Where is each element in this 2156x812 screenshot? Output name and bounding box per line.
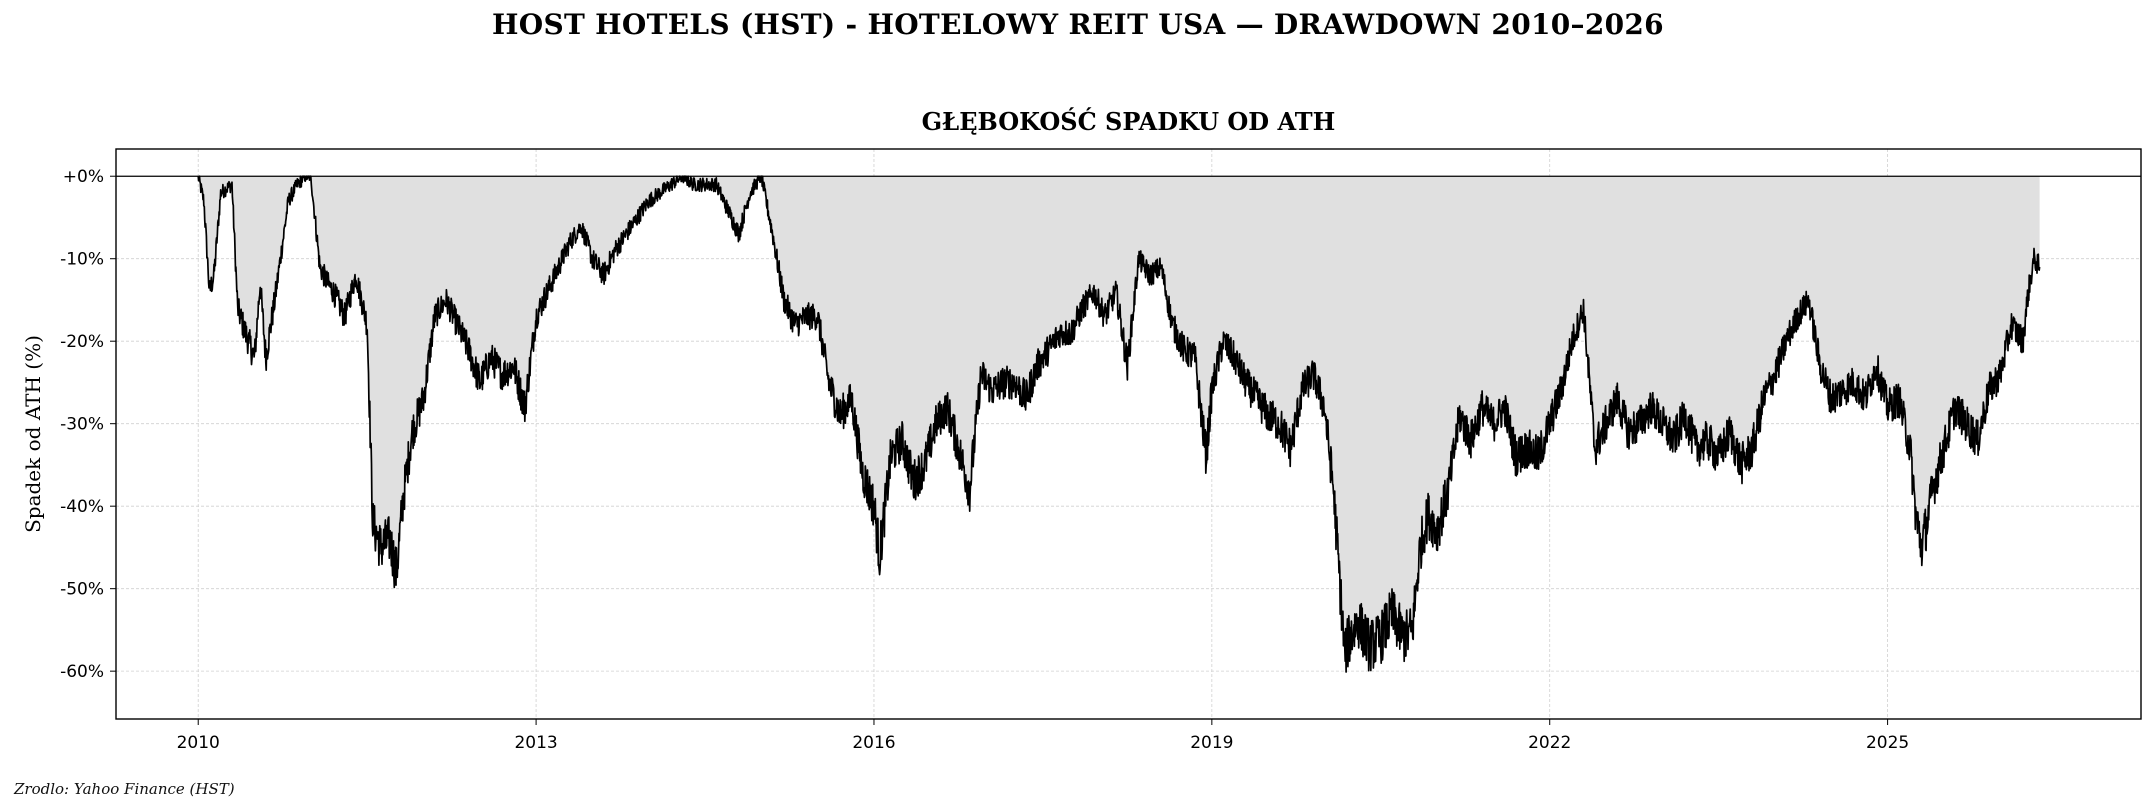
x-tick-label: 2016 [852,733,895,753]
drawdown-area [198,176,2040,672]
y-tick-label: -20% [60,332,104,352]
drawdown-line [197,175,2041,673]
axis-ticks: 2010 2013 2016 2019 2022 2025 +0% -10% -20% -30% -… [60,167,1909,753]
y-axis-label: Spadek od ATH (%) [21,335,45,533]
figure-title: HOST HOTELS (HST) - HOTELOWY REIT USA — … [492,8,1664,41]
x-tick-label: 2013 [514,733,557,753]
plot-title: GŁĘBOKOŚĆ SPADKU OD ATH [922,107,1336,136]
y-tick-label: -50% [60,580,104,600]
y-tick-label: -60% [60,662,104,682]
y-tick-label: +0% [63,167,104,187]
y-tick-label: -30% [60,415,104,435]
plot-frame [115,148,2142,720]
x-tick-label: 2022 [1528,733,1571,753]
x-tick-label: 2010 [177,733,220,753]
x-tick-label: 2019 [1190,733,1233,753]
source-note: Zrodlo: Yahoo Finance (HST) [14,780,235,798]
x-tick-label: 2025 [1866,733,1909,753]
y-tick-label: -40% [60,497,104,517]
y-tick-label: -10% [60,250,104,270]
